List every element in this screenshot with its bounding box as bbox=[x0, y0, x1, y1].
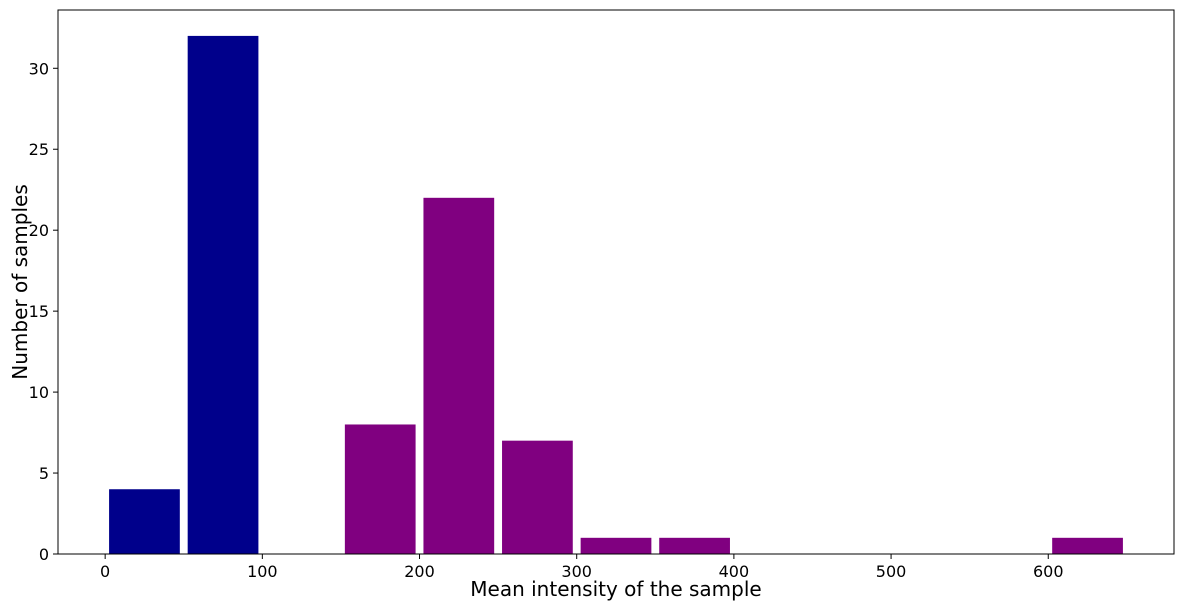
histogram-bar-6 bbox=[659, 537, 730, 554]
histogram-bar-1 bbox=[187, 35, 259, 554]
x-tick-label-0: 0 bbox=[100, 562, 110, 581]
x-tick-label-5: 500 bbox=[876, 562, 907, 581]
histogram-bar-3 bbox=[423, 197, 495, 555]
y-tick-label-5: 25 bbox=[29, 140, 49, 159]
y-tick-label-6: 30 bbox=[29, 59, 49, 78]
plot-frame bbox=[57, 9, 1175, 555]
x-tick-label-2: 200 bbox=[404, 562, 435, 581]
bars-group bbox=[109, 35, 1123, 555]
x-tick-label-6: 600 bbox=[1033, 562, 1064, 581]
y-tick-label-0: 0 bbox=[39, 545, 49, 564]
y-tick-label-1: 5 bbox=[39, 464, 49, 483]
x-tick-label-3: 300 bbox=[561, 562, 592, 581]
y-axis-label: Number of samples bbox=[8, 184, 32, 379]
histogram-bar-5 bbox=[580, 537, 652, 554]
y-tick-label-3: 15 bbox=[29, 302, 49, 321]
x-tick-label-4: 400 bbox=[719, 562, 750, 581]
x-axis-ticks: 0 100 200 300 400 500 600 bbox=[100, 554, 1064, 581]
histogram-bar-2 bbox=[344, 424, 416, 554]
x-tick-label-1: 100 bbox=[247, 562, 278, 581]
x-axis-label: Mean intensity of the sample bbox=[470, 577, 761, 601]
y-tick-label-2: 10 bbox=[29, 383, 49, 402]
y-axis-ticks: 0 5 10 15 20 25 30 bbox=[29, 59, 58, 564]
histogram-bar-4 bbox=[502, 440, 573, 554]
histogram-bar-7 bbox=[1052, 537, 1123, 554]
histogram-bar-0 bbox=[109, 489, 180, 554]
y-tick-label-4: 20 bbox=[29, 221, 49, 240]
